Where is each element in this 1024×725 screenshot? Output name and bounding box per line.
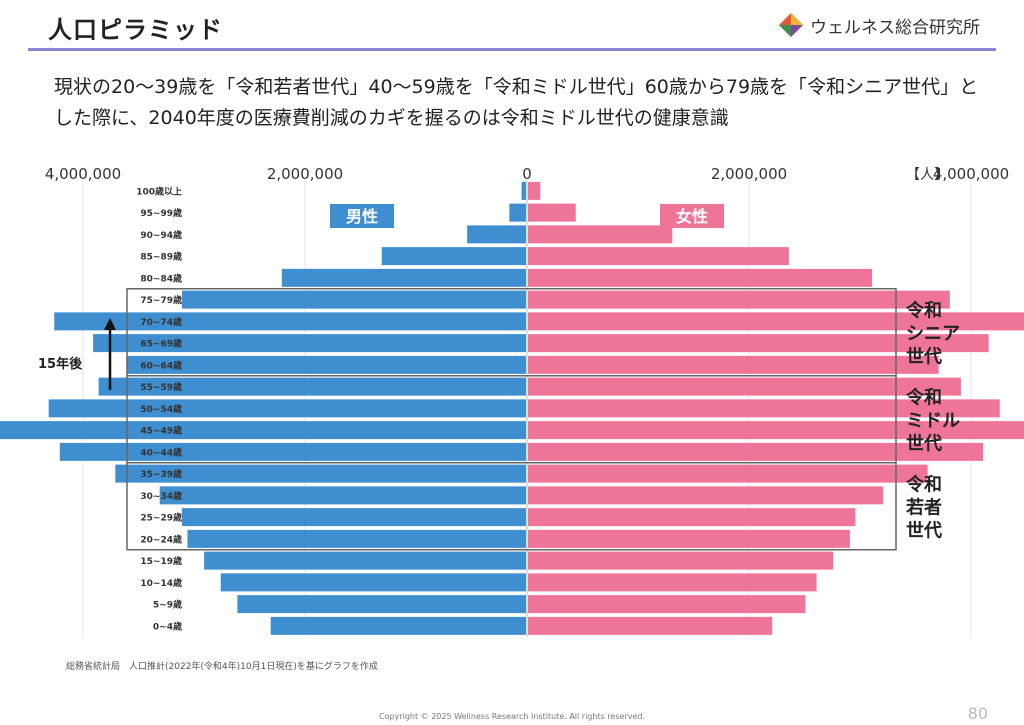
female-bar — [528, 573, 817, 592]
male-bar — [521, 181, 526, 200]
male-bar — [270, 616, 526, 635]
female-bar — [528, 616, 773, 635]
headline-text: 現状の20～39歳を「令和若者世代」40～59歳を「令和ミドル世代」60歳から7… — [54, 76, 979, 129]
legend-male-label: 男性 — [346, 207, 378, 226]
age-category-label: 70~74歳 — [140, 316, 182, 328]
logo-text: ウェルネス総合研究所 — [810, 17, 980, 38]
female-bar — [528, 225, 673, 244]
age-category-label: 60~64歳 — [140, 359, 182, 371]
female-bar — [528, 290, 950, 309]
female-bar — [528, 377, 961, 396]
age-category-label: 50~54歳 — [140, 403, 182, 415]
male-bar — [220, 573, 526, 592]
female-bar — [528, 529, 850, 548]
generation-box — [126, 462, 897, 551]
female-bar — [528, 464, 928, 483]
female-bar — [528, 551, 834, 570]
male-bar — [98, 377, 527, 396]
female-bar — [528, 486, 884, 505]
age-category-label: 35~39歳 — [140, 468, 182, 480]
female-bar — [528, 355, 939, 374]
generation-label: ミドル — [906, 410, 960, 431]
unit-label: 【人】 — [906, 167, 948, 183]
x-tick-label: 2,000,000 — [267, 165, 343, 183]
female-bar — [528, 268, 873, 287]
male-bar — [237, 595, 526, 614]
age-category-label: 65~69歳 — [140, 338, 182, 350]
age-category-label: 25~29歳 — [140, 512, 182, 524]
age-category-label: 55~59歳 — [140, 381, 182, 393]
up-arrow-icon — [104, 318, 116, 330]
source-footnote: 総務省統計局 人口推計(2022年(令和4年)10月1日現在)を基にグラフを作成 — [66, 662, 378, 672]
male-bar — [93, 334, 526, 353]
male-bar — [54, 312, 526, 331]
page-number: 80 — [967, 704, 988, 723]
generation-label: 世代 — [906, 433, 942, 454]
male-bar — [59, 442, 527, 461]
male-bar — [204, 551, 526, 570]
male-bar — [467, 225, 526, 244]
female-bar — [528, 247, 789, 266]
legend-female-label: 女性 — [676, 207, 708, 226]
shift-annotation: 15年後 — [38, 356, 83, 372]
generation-label: 令和 — [905, 386, 942, 408]
generation-label: 若者 — [905, 496, 942, 518]
age-category-label: 100歳以上 — [136, 185, 182, 197]
x-tick-label: 0 — [522, 165, 532, 183]
logo-diamond-icon — [779, 13, 803, 37]
generation-label: 世代 — [906, 520, 942, 541]
age-category-label: 90~94歳 — [140, 229, 182, 241]
male-bar — [381, 247, 526, 266]
population-pyramid-chart: 6,000,0004,000,0002,000,00002,000,0004,0… — [0, 165, 1024, 637]
title-underline — [28, 48, 996, 51]
female-bar — [528, 595, 806, 614]
generation-label: 令和 — [905, 299, 942, 321]
age-category-label: 20~24歳 — [140, 533, 182, 545]
female-bar — [528, 442, 984, 461]
generation-label: 令和 — [905, 473, 942, 495]
age-category-label: 95~99歳 — [140, 207, 182, 219]
age-category-label: 30~34歳 — [140, 490, 182, 502]
male-bar — [281, 268, 526, 287]
male-bar — [509, 203, 526, 222]
female-bar — [528, 181, 541, 200]
age-category-label: 0~4歳 — [153, 620, 182, 632]
legend-female-badge — [660, 204, 724, 228]
age-category-label: 45~49歳 — [140, 425, 182, 437]
male-bar — [126, 355, 527, 374]
generation-label: 世代 — [906, 346, 942, 367]
copyright-text: Copyright © 2025 Wellness Research Insti… — [379, 712, 645, 721]
male-bar — [181, 508, 526, 527]
page-title: 人口ピラミッド — [48, 16, 223, 44]
generation-label: シニア — [906, 323, 960, 344]
female-bar — [528, 421, 1024, 440]
x-tick-label: 4,000,000 — [45, 165, 121, 183]
female-bar — [528, 334, 989, 353]
age-category-label: 15~19歳 — [140, 555, 182, 567]
age-category-label: 80~84歳 — [140, 272, 182, 284]
company-logo: ウェルネス総合研究所 — [778, 12, 980, 38]
female-bar — [528, 203, 576, 222]
age-category-label: 85~89歳 — [140, 251, 182, 263]
male-bar — [181, 290, 526, 309]
male-bar — [48, 399, 526, 418]
age-category-label: 40~44歳 — [140, 446, 182, 458]
age-category-label: 75~79歳 — [140, 294, 182, 306]
x-tick-label: 4,000,000 — [933, 165, 1009, 183]
age-category-label: 5~9歳 — [153, 599, 182, 611]
legend-male-badge — [330, 204, 394, 228]
age-category-label: 10~14歳 — [140, 577, 182, 589]
female-bar — [528, 312, 1024, 331]
male-bar — [115, 464, 527, 483]
male-bar — [187, 529, 526, 548]
male-bar — [0, 421, 526, 440]
x-tick-label: 2,000,000 — [711, 165, 787, 183]
female-bar — [528, 508, 856, 527]
male-bar — [159, 486, 526, 505]
female-bar — [528, 399, 1000, 418]
